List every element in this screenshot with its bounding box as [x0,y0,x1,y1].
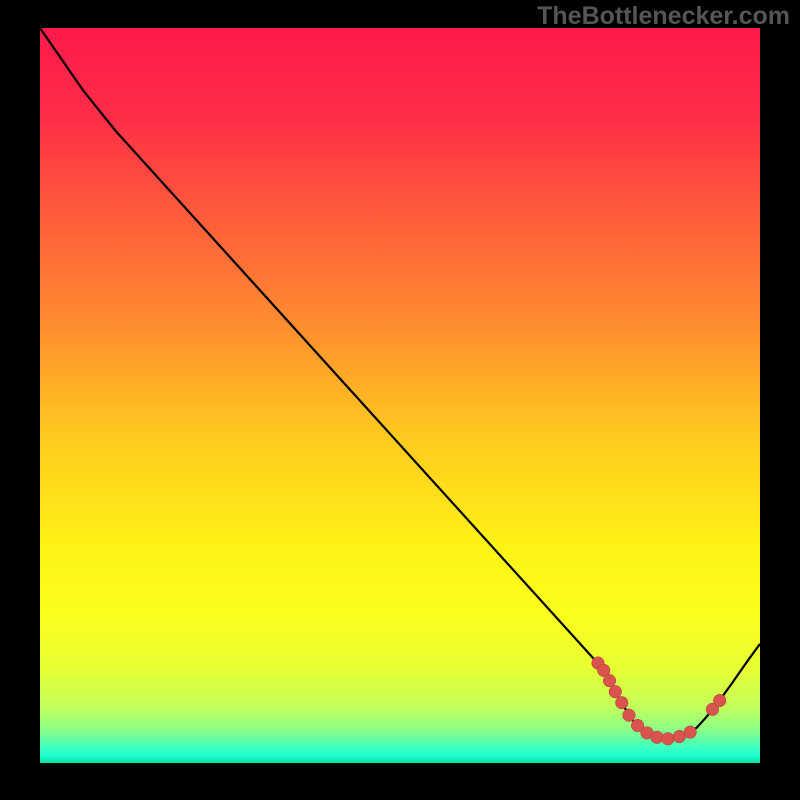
marker-point [662,732,675,745]
marker-point [615,696,628,709]
plot-area [40,28,760,763]
chart-container: TheBottlenecker.com [0,0,800,800]
watermark-label: TheBottlenecker.com [537,2,790,31]
marker-point [713,694,726,707]
chart-svg [0,0,800,800]
marker-point [623,709,636,722]
marker-point [609,685,622,698]
marker-point [684,726,697,739]
marker-point [651,731,664,744]
marker-point [603,674,616,687]
